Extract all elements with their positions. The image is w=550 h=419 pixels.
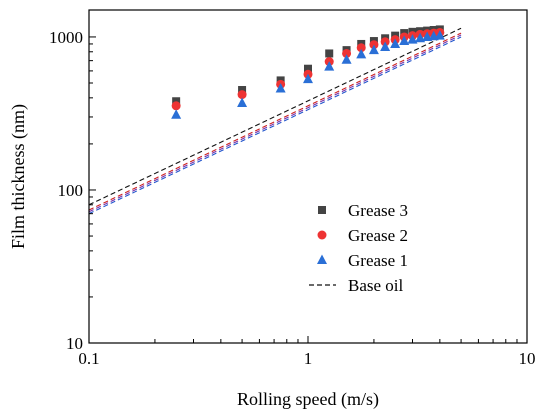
base-oil-lines <box>88 27 462 215</box>
grease-1-point <box>237 97 248 108</box>
legend-grease-3-label: Grease 3 <box>348 201 408 220</box>
legend-grease-2-swatch <box>317 230 327 240</box>
grease-1-point <box>303 73 313 84</box>
grease-1-point <box>380 41 391 51</box>
base-oil-line-2 <box>88 32 462 211</box>
grease-1-point <box>324 61 335 71</box>
grease-1-point <box>390 38 401 48</box>
grease-1-point <box>415 32 426 43</box>
base-oil-line-1 <box>88 27 462 206</box>
grease-3-point <box>304 64 312 73</box>
base-oil-line-4 <box>88 36 462 215</box>
grease-1-point <box>171 109 182 119</box>
legend: Grease 3 Grease 2 Grease 1 Base oil <box>309 201 408 295</box>
grease-1-point <box>275 83 286 93</box>
grease-2-point <box>356 43 366 53</box>
data-points <box>171 25 445 119</box>
legend-base-oil-label: Base oil <box>348 276 404 295</box>
grease-1-point <box>399 35 410 46</box>
y-tick-label: 1000 <box>49 28 83 47</box>
grease-1-point <box>434 30 445 40</box>
base-oil-line-3 <box>88 34 462 213</box>
grease-1-point <box>407 34 418 44</box>
x-tick-label: 1 <box>304 349 313 368</box>
y-axis-label: Film thickness (nm) <box>8 104 29 249</box>
grease-2-point <box>342 48 352 58</box>
y-tick-label: 100 <box>58 181 84 200</box>
grease-3-point <box>238 86 247 95</box>
grease-1-point <box>368 44 379 55</box>
x-tick-label: 0.1 <box>78 349 99 368</box>
legend-grease-1-swatch <box>317 254 327 264</box>
legend-grease-1-label: Grease 1 <box>348 251 408 270</box>
plot-frame <box>88 9 528 344</box>
axes <box>88 9 528 344</box>
tick-labels: 0.1 1 10 10 100 1000 <box>49 28 536 368</box>
grease-1-point <box>356 48 367 59</box>
x-tick-label: 10 <box>519 349 536 368</box>
grease-2-point <box>171 101 181 111</box>
grease-1-point <box>341 54 352 64</box>
x-axis-label: Rolling speed (m/s) <box>237 389 379 410</box>
grease-3-point <box>325 49 334 58</box>
legend-grease-3-swatch <box>318 206 326 214</box>
grease-3-point <box>172 97 181 106</box>
y-tick-label: 10 <box>66 334 83 353</box>
legend-grease-2-label: Grease 2 <box>348 226 408 245</box>
grease-2-point <box>237 90 247 100</box>
